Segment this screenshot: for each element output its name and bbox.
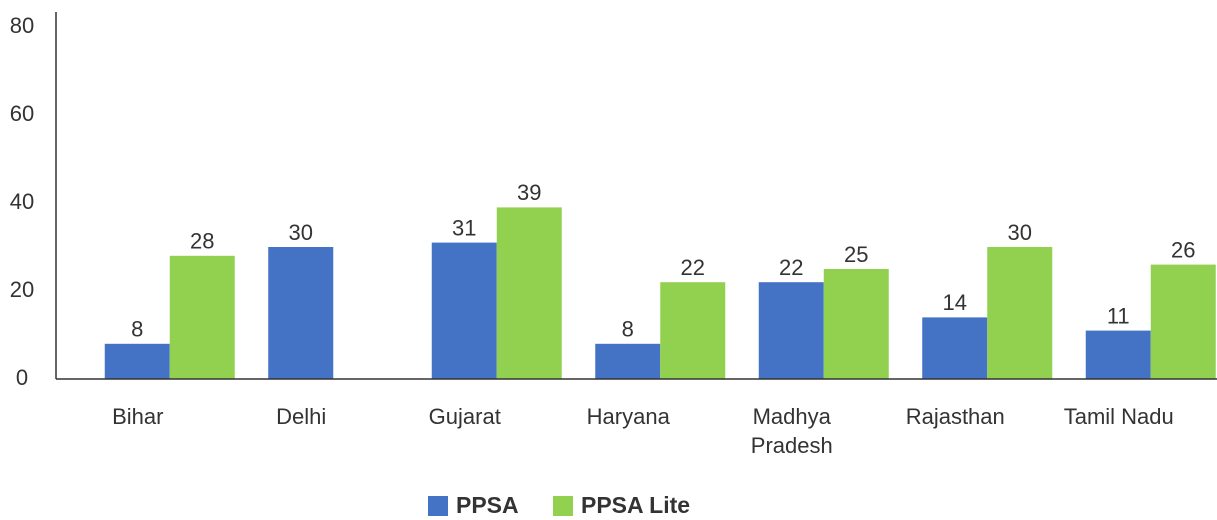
x-tick-label: Haryana	[586, 404, 670, 429]
value-label: 8	[622, 317, 634, 342]
y-tick-label: 40	[10, 189, 34, 214]
value-label: 8	[131, 317, 143, 342]
bar	[922, 317, 988, 379]
bar	[496, 207, 562, 379]
bar	[169, 255, 235, 379]
bar	[758, 282, 824, 379]
value-label: 26	[1171, 237, 1195, 262]
value-label: 28	[190, 229, 214, 254]
legend-swatch	[553, 496, 573, 516]
legend-swatch	[428, 496, 448, 516]
bar	[823, 269, 889, 379]
bar	[595, 343, 661, 379]
x-tick-label: Rajasthan	[905, 404, 1005, 429]
y-tick-label: 0	[16, 365, 28, 390]
x-tick-label: Gujarat	[428, 404, 501, 429]
y-tick-label: 80	[10, 13, 34, 38]
value-label: 14	[943, 290, 967, 315]
value-label: 25	[844, 242, 868, 267]
bar	[987, 247, 1053, 379]
legend-label: PPSA	[456, 492, 519, 518]
x-tick-label: Bihar	[112, 404, 164, 429]
x-tick-label: Delhi	[276, 404, 327, 429]
bar	[431, 242, 497, 379]
value-label: 30	[289, 220, 313, 245]
x-tick-label: Madhya Pradesh	[750, 404, 833, 458]
value-label: 11	[1107, 303, 1130, 328]
y-tick-label: 20	[10, 277, 34, 302]
bar	[268, 247, 334, 379]
value-label: 22	[681, 255, 705, 280]
value-label: 31	[452, 215, 476, 240]
x-tick-label: Tamil Nadu	[1063, 404, 1174, 429]
y-tick-label: 60	[10, 101, 34, 126]
value-label: 39	[517, 180, 541, 205]
bar	[104, 343, 170, 379]
bar	[1150, 264, 1216, 379]
bar	[1085, 330, 1151, 379]
bar	[660, 282, 726, 379]
value-label: 22	[779, 255, 803, 280]
value-label: 30	[1008, 220, 1032, 245]
legend-label: PPSA Lite	[581, 492, 690, 518]
